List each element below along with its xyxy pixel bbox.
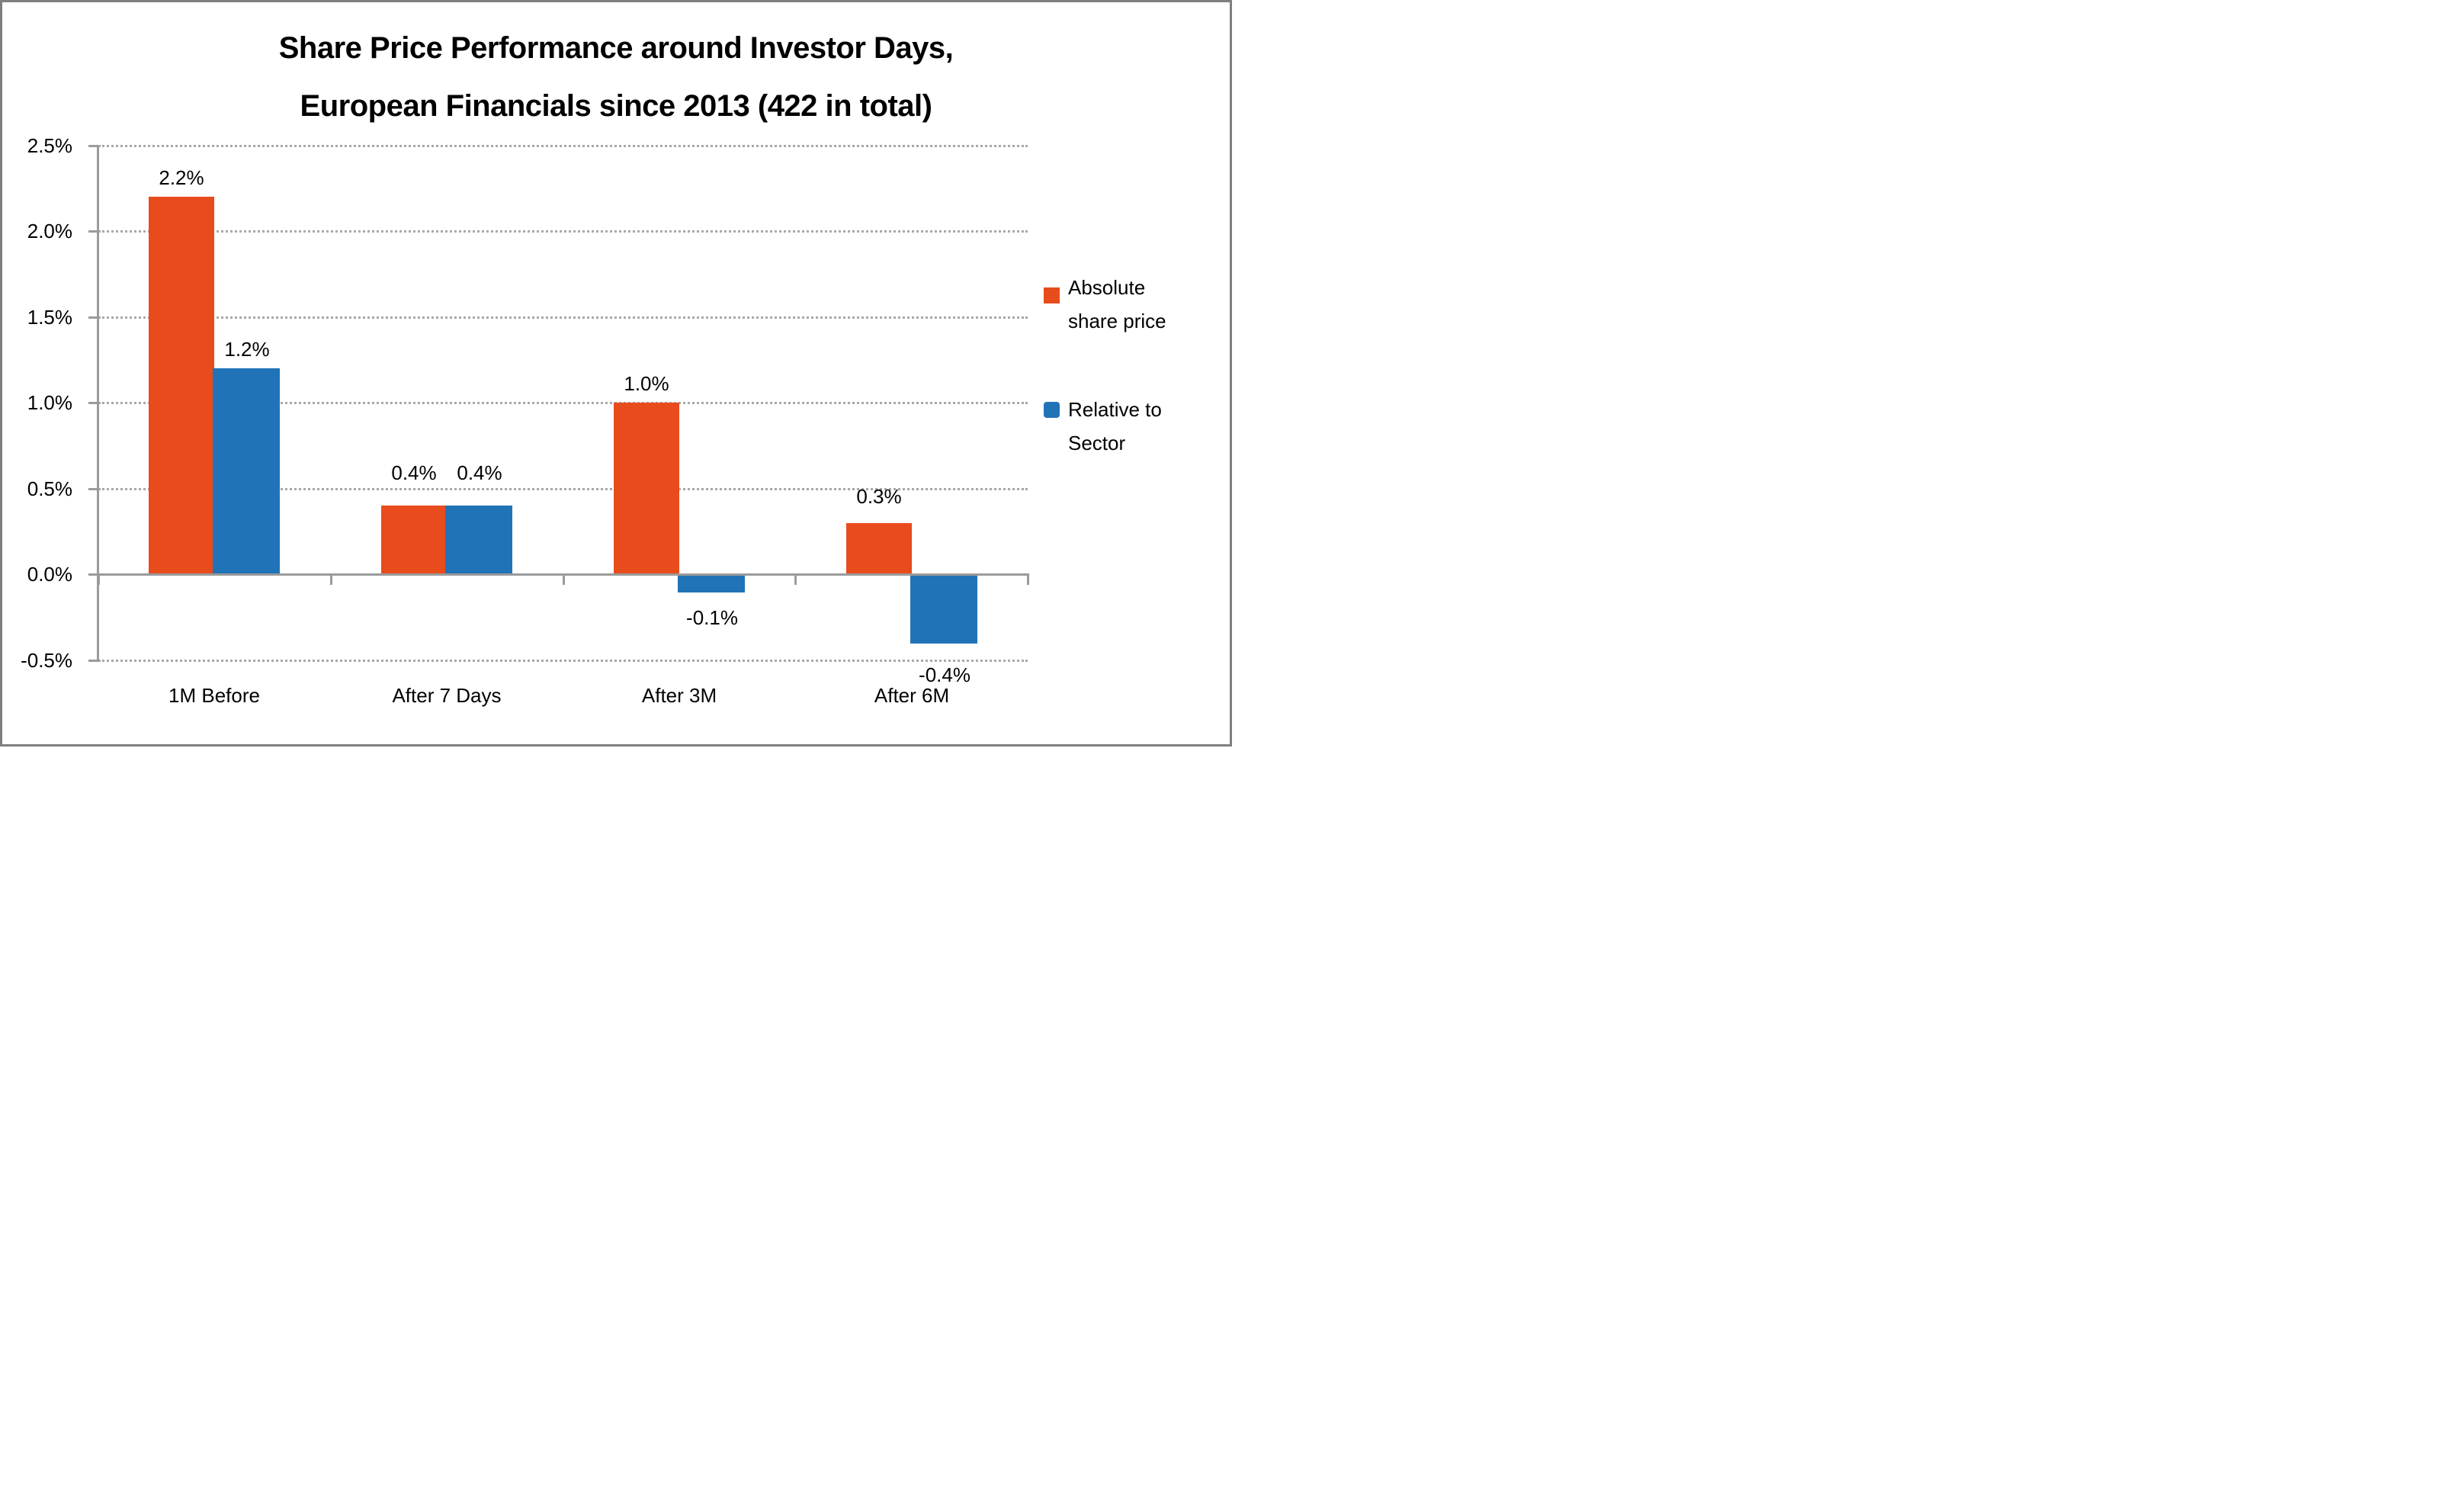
bar-relative-to-sector-1m-before: [213, 368, 280, 574]
legend-swatch-absolute-share-price: [1044, 287, 1060, 303]
x-axis-label-1m-before: 1M Before: [168, 684, 260, 707]
bar-absolute-share-price-after-3m: [614, 403, 679, 574]
bar-relative-to-sector-after-6m: [910, 575, 977, 644]
x-axis-tick-4: [1027, 575, 1029, 585]
bar-absolute-share-price-after-7-days: [381, 506, 447, 574]
gridline-0-5: [98, 660, 1028, 662]
y-axis-label-1-0: 1.0%: [27, 391, 72, 414]
bar-absolute-share-price-after-6m: [846, 523, 912, 575]
y-axis-label-1-5: 1.5%: [27, 306, 72, 329]
gridline-2-0: [98, 230, 1028, 233]
x-axis-line: [97, 573, 1029, 576]
gridline-2-5: [98, 145, 1028, 147]
y-axis-tick-0-5: [88, 488, 99, 490]
data-label-relative-to-sector-1m-before: 1.2%: [224, 338, 270, 361]
x-axis-tick-3: [794, 575, 797, 585]
bar-relative-to-sector-after-3m: [678, 575, 745, 592]
data-label-relative-to-sector-after-6m: -0.4%: [919, 663, 971, 686]
x-axis-tick-0: [98, 575, 100, 585]
x-axis-tick-2: [563, 575, 565, 585]
legend-label-relative-to-sector-line1: Relative to: [1068, 398, 1162, 421]
y-axis-tick-2-0: [88, 230, 99, 233]
y-axis-tick-2-5: [88, 145, 99, 147]
x-axis-label-after-6m: After 6M: [874, 684, 950, 707]
x-axis-label-after-3m: After 3M: [641, 684, 717, 707]
bar-relative-to-sector-after-7-days: [445, 506, 512, 574]
data-label-relative-to-sector-after-3m: -0.1%: [686, 606, 738, 629]
y-axis-label-2-5: 2.5%: [27, 134, 72, 157]
y-axis-tick-1-5: [88, 316, 99, 319]
y-axis-label-0-5: 0.5%: [27, 477, 72, 500]
chart-title-line2: European Financials since 2013 (422 in t…: [300, 89, 932, 123]
legend-label-absolute-share-price-line2: share price: [1068, 310, 1166, 332]
data-label-absolute-share-price-after-7-days: 0.4%: [391, 461, 437, 484]
y-axis-label-0-0: 0.0%: [27, 563, 72, 586]
legend-swatch-relative-to-sector: [1044, 402, 1060, 418]
y-axis-tick-1-0: [88, 402, 99, 404]
x-axis-tick-1: [330, 575, 332, 585]
chart-canvas: Share Price Performance around Investor …: [0, 0, 1232, 746]
y-axis-tick-0-0: [88, 573, 99, 576]
legend-label-relative-to-sector-line2: Sector: [1068, 432, 1126, 454]
legend-label-absolute-share-price-line1: Absolute: [1068, 276, 1146, 299]
gridline-1-5: [98, 316, 1028, 319]
data-label-relative-to-sector-after-7-days: 0.4%: [457, 461, 502, 484]
data-label-absolute-share-price-1m-before: 2.2%: [159, 166, 204, 189]
y-axis-label-0-5: -0.5%: [21, 649, 72, 672]
chart-title-line1: Share Price Performance around Investor …: [278, 31, 954, 65]
data-label-absolute-share-price-after-6m: 0.3%: [856, 485, 902, 508]
gridline-1-0: [98, 402, 1028, 404]
gridline-0-5: [98, 488, 1028, 490]
plot-area: 2.5% 2.0% 1.5% 1.0% 0.5% 0.0% -0.5% 2.2% 0.4% 1.0…: [2, 2, 1230, 744]
y-axis-line: [97, 146, 99, 662]
chart-title: Share Price Performance around Investor …: [2, 19, 1230, 135]
bar-absolute-share-price-1m-before: [149, 197, 214, 574]
y-axis-label-2-0: 2.0%: [27, 220, 72, 242]
y-axis-tick-0-5: [88, 660, 99, 662]
x-axis-label-after-7-days: After 7 Days: [392, 684, 502, 707]
data-label-absolute-share-price-after-3m: 1.0%: [624, 372, 669, 395]
